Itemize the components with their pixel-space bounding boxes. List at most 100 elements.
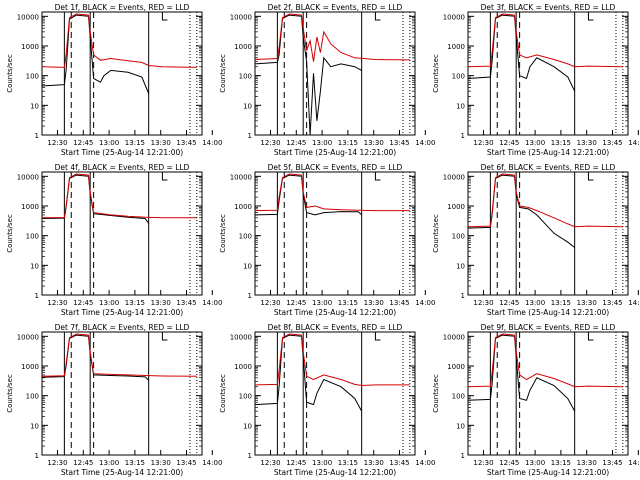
interval-bracket — [374, 332, 381, 341]
x-axis-label: Start Time (25-Aug-14 12:21:00) — [274, 148, 396, 157]
x-tick-label: 13:30 — [151, 299, 171, 307]
x-tick-label: 14:00 — [202, 459, 222, 467]
x-axis-label: Start Time (25-Aug-14 12:21:00) — [274, 308, 396, 317]
y-axis-label: Counts/sec — [432, 54, 440, 93]
x-tick-label: 12:45 — [499, 139, 519, 147]
chart-title: Det 3f, BLACK = Events, RED = LLD — [481, 3, 616, 12]
x-tick-label: 13:15 — [125, 459, 145, 467]
y-tick-label: 1000 — [447, 363, 465, 371]
y-axis-label: Counts/sec — [6, 214, 14, 253]
x-axis-label: Start Time (25-Aug-14 12:21:00) — [61, 468, 183, 477]
plot-frame — [254, 11, 416, 136]
chart-panel-7: 1 10 100 1000 10000 12:30 12:45 13:00 13:15 13:30… — [6, 323, 222, 477]
x-tick-label: 12:45 — [73, 299, 93, 307]
y-tick-label: 1000 — [234, 203, 252, 211]
y-tick-label: 10 — [456, 422, 465, 430]
x-tick-label: 13:30 — [577, 459, 597, 467]
chart-title: Det 4f, BLACK = Events, RED = LLD — [55, 163, 190, 172]
series-red — [41, 13, 197, 68]
x-tick-label: 13:45 — [176, 459, 196, 467]
y-tick-label: 1 — [461, 132, 465, 140]
chart-panel-5: 1 10 100 1000 10000 12:30 12:45 13:00 13:15 13:30… — [219, 163, 435, 317]
x-tick-label: 13:45 — [176, 139, 196, 147]
series-red — [254, 173, 410, 212]
x-tick-label: 13:15 — [551, 299, 571, 307]
y-tick-label: 10000 — [230, 173, 252, 181]
x-tick-label: 12:45 — [286, 459, 306, 467]
plot-frame — [41, 331, 203, 456]
y-tick-label: 100 — [239, 393, 252, 401]
interval-bracket — [587, 12, 594, 21]
y-tick-label: 1 — [248, 452, 252, 460]
y-tick-label: 1 — [35, 452, 39, 460]
x-tick-label: 12:30 — [260, 139, 280, 147]
y-tick-label: 100 — [452, 73, 465, 81]
y-tick-label: 1 — [35, 292, 39, 300]
y-tick-label: 10 — [456, 262, 465, 270]
y-tick-label: 10000 — [17, 13, 39, 21]
y-tick-label: 1000 — [447, 43, 465, 51]
y-tick-label: 1 — [248, 292, 252, 300]
y-tick-label: 100 — [26, 73, 39, 81]
x-tick-label: 14:00 — [202, 299, 222, 307]
y-axis-label: Counts/sec — [219, 214, 227, 253]
chart-title: Det 7f, BLACK = Events, RED = LLD — [55, 323, 190, 332]
y-tick-label: 1000 — [234, 43, 252, 51]
x-tick-label: 13:30 — [364, 299, 384, 307]
x-tick-label: 13:15 — [125, 299, 145, 307]
plot-frame — [41, 11, 203, 136]
y-tick-label: 1000 — [234, 363, 252, 371]
x-tick-label: 13:45 — [602, 299, 622, 307]
x-tick-label: 12:30 — [260, 459, 280, 467]
chart-title: Det 1f, BLACK = Events, RED = LLD — [55, 3, 190, 12]
y-axis-label: Counts/sec — [432, 374, 440, 413]
x-tick-label: 13:45 — [389, 459, 409, 467]
y-axis-label: Counts/sec — [219, 374, 227, 413]
y-tick-label: 10000 — [230, 333, 252, 341]
x-tick-label: 13:45 — [176, 299, 196, 307]
x-tick-label: 14:00 — [628, 299, 640, 307]
y-tick-label: 10000 — [443, 333, 465, 341]
x-tick-label: 12:30 — [473, 299, 493, 307]
y-tick-label: 10000 — [17, 173, 39, 181]
interval-bracket — [161, 172, 168, 181]
series-black — [254, 334, 363, 412]
y-axis-label: Counts/sec — [432, 214, 440, 253]
y-tick-label: 1 — [35, 132, 39, 140]
x-tick-label: 13:15 — [551, 459, 571, 467]
y-tick-label: 100 — [239, 73, 252, 81]
x-tick-label: 12:30 — [473, 459, 493, 467]
y-tick-label: 10 — [243, 102, 252, 110]
y-tick-label: 1 — [461, 292, 465, 300]
x-tick-label: 13:00 — [312, 299, 332, 307]
interval-bracket — [161, 12, 168, 21]
chart-panel-8: 1 10 100 1000 10000 12:30 12:45 13:00 13:15 13:30… — [219, 323, 435, 477]
plot-frame — [467, 11, 629, 136]
x-tick-label: 13:00 — [312, 139, 332, 147]
y-axis-label: Counts/sec — [6, 374, 14, 413]
x-tick-label: 13:30 — [151, 459, 171, 467]
x-tick-label: 12:45 — [286, 299, 306, 307]
plot-frame — [254, 171, 416, 296]
chart-title: Det 6f, BLACK = Events, RED = LLD — [481, 163, 616, 172]
chart-panel-6: 1 10 100 1000 10000 12:30 12:45 13:00 13:15 13:30… — [432, 163, 640, 317]
x-tick-label: 13:00 — [99, 459, 119, 467]
chart-panel-3: 1 10 100 1000 10000 12:30 12:45 13:00 13:15 13:30… — [432, 3, 640, 157]
x-tick-label: 13:30 — [577, 299, 597, 307]
y-tick-label: 1 — [248, 132, 252, 140]
series-red — [254, 333, 410, 387]
series-red — [467, 333, 623, 388]
plot-frame — [467, 331, 629, 456]
x-tick-label: 13:45 — [602, 139, 622, 147]
y-tick-label: 100 — [452, 233, 465, 241]
plot-frame — [467, 171, 629, 296]
y-tick-label: 10000 — [443, 173, 465, 181]
x-tick-label: 12:45 — [499, 459, 519, 467]
y-tick-label: 10000 — [443, 13, 465, 21]
x-tick-label: 12:45 — [499, 299, 519, 307]
x-tick-label: 13:15 — [551, 139, 571, 147]
x-tick-label: 13:00 — [99, 299, 119, 307]
x-tick-label: 12:30 — [47, 459, 67, 467]
chart-panel-2: 1 10 100 1000 10000 12:30 12:45 13:00 13:15 13:30… — [219, 3, 435, 157]
